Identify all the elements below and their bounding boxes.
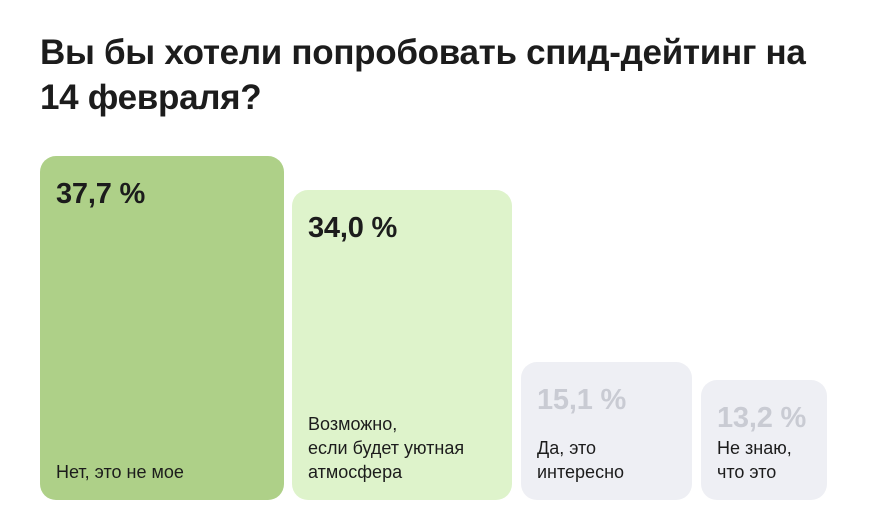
bar-category-label: Не знаю, что это	[717, 438, 792, 482]
bar-value-label: 13,2 %	[717, 402, 807, 434]
bar-3: 15,1 % Да, это интересно	[521, 362, 692, 500]
bar-value-label: 37,7 %	[56, 178, 146, 210]
bar-value-label: 34,0 %	[308, 212, 398, 244]
chart-title: Вы бы хотели попробовать спид-дейтинг на…	[40, 33, 806, 117]
bar-category-label: Нет, это не мое	[56, 462, 184, 482]
bar-category-label: Возможно, если будет уютная атмосфера	[308, 414, 465, 482]
bar-category-label: Да, это интересно	[537, 438, 625, 482]
bar-4: 13,2 % Не знаю, что это	[701, 380, 827, 500]
bar-value-label: 15,1 %	[537, 384, 627, 416]
bar-2: 34,0 % Возможно, если будет уютная атмосф…	[292, 190, 512, 500]
bar-1: 37,7 % Нет, это не мое	[40, 156, 284, 500]
